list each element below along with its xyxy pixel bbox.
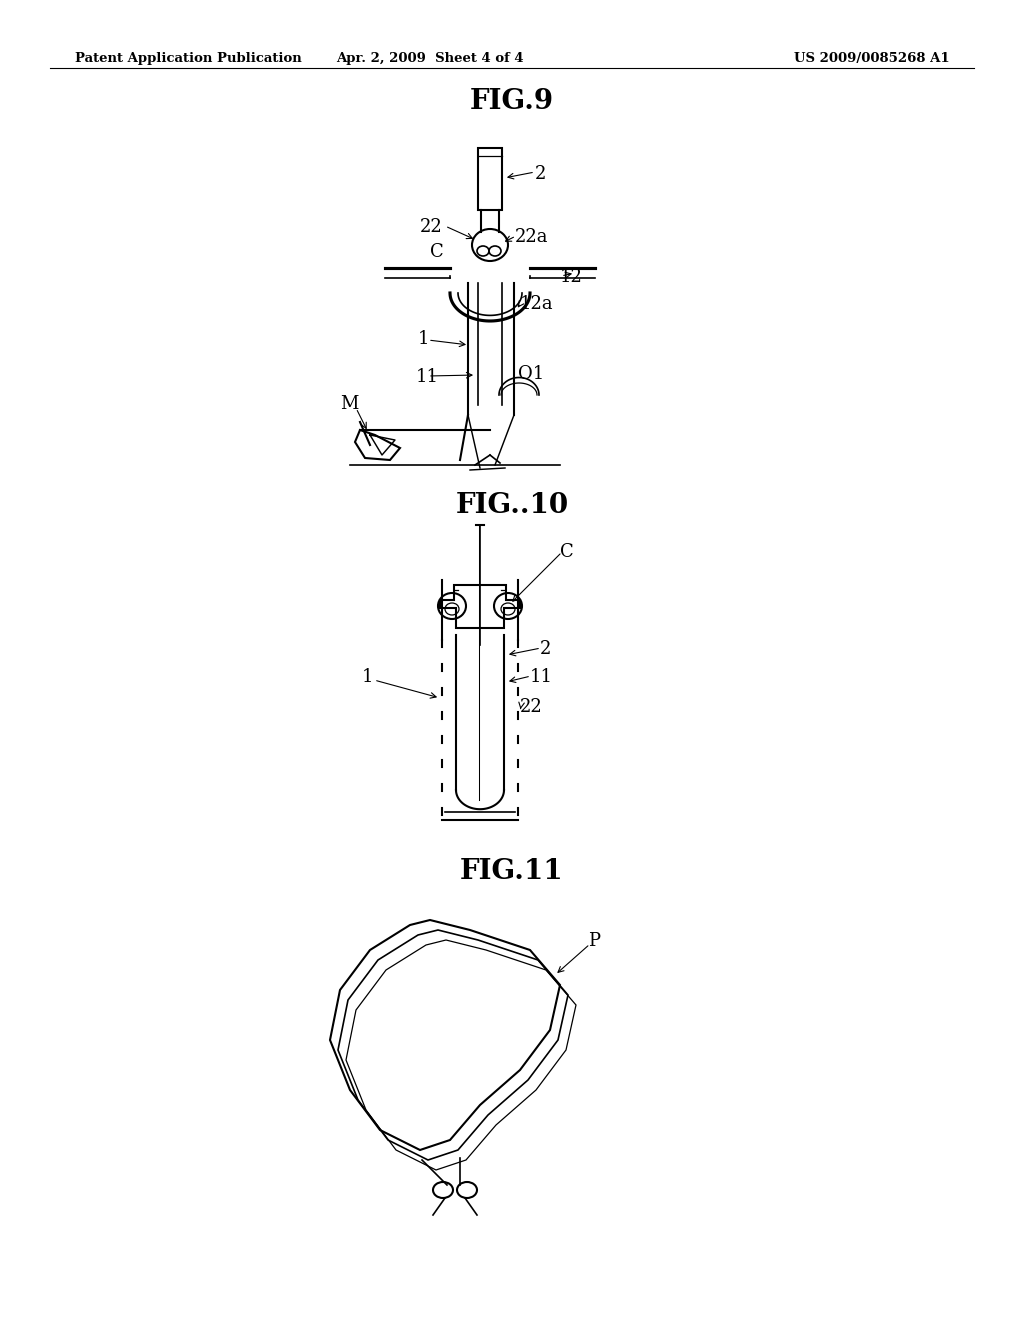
Text: 11: 11 [416,368,439,385]
Text: C: C [560,543,573,561]
Text: 12a: 12a [520,294,554,313]
Text: 2: 2 [540,640,551,657]
Text: 22a: 22a [515,228,549,246]
Text: 11: 11 [530,668,553,686]
Text: FIG..10: FIG..10 [456,492,568,519]
Text: Patent Application Publication: Patent Application Publication [75,51,302,65]
Text: 1: 1 [418,330,429,348]
Text: US 2009/0085268 A1: US 2009/0085268 A1 [795,51,950,65]
Text: C: C [430,243,443,261]
Text: M: M [340,395,358,413]
Text: FIG.9: FIG.9 [470,88,554,115]
Text: FIG.11: FIG.11 [460,858,564,884]
Text: 12: 12 [560,268,583,286]
Text: 1: 1 [362,668,374,686]
Text: 2: 2 [535,165,547,183]
Text: 22: 22 [420,218,442,236]
Text: O1: O1 [518,366,544,383]
Text: P: P [588,932,600,950]
Text: Apr. 2, 2009  Sheet 4 of 4: Apr. 2, 2009 Sheet 4 of 4 [336,51,524,65]
Text: 22: 22 [520,698,543,715]
